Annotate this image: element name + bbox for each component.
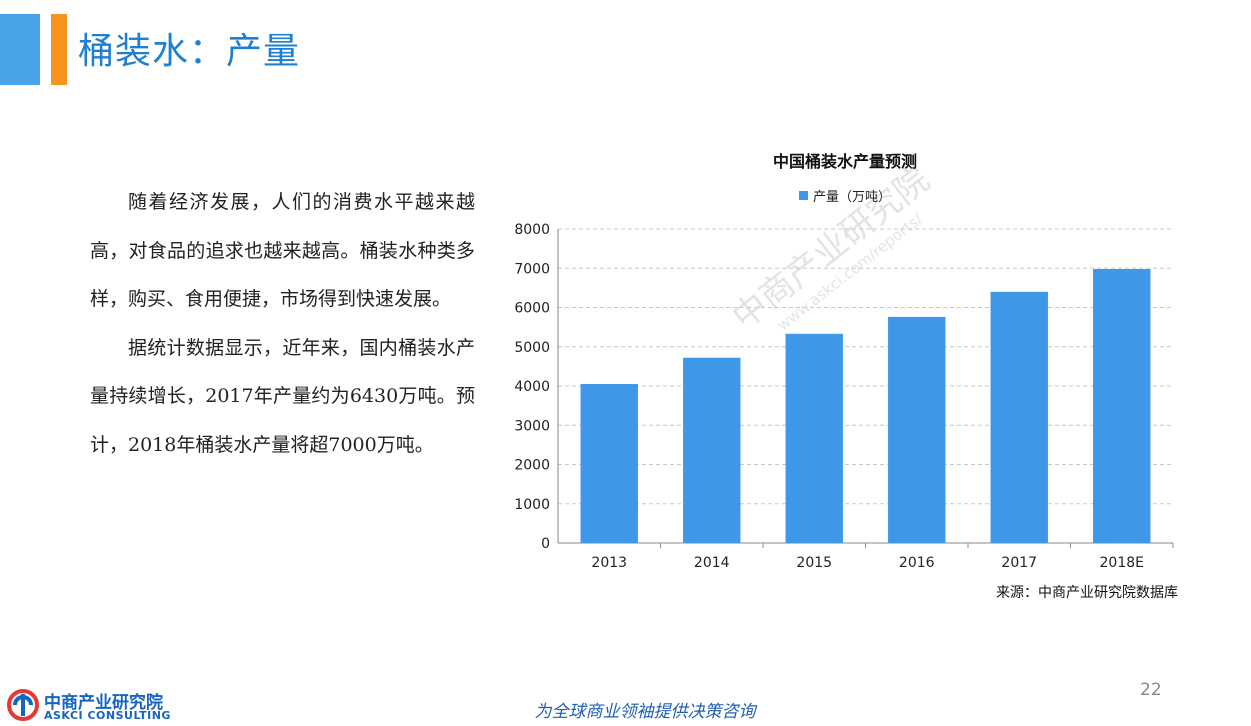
y-tick-label: 8000	[514, 222, 550, 238]
page-title: 桶装水：产量	[78, 31, 301, 72]
x-tick-label: 2014	[694, 555, 730, 571]
chart-source: 来源：中商产业研究院数据库	[996, 585, 1178, 601]
bar	[990, 291, 1048, 543]
y-tick-label: 6000	[514, 301, 550, 317]
y-tick-label: 5000	[514, 340, 550, 356]
y-tick-label: 4000	[514, 379, 550, 395]
bar	[785, 333, 843, 543]
chart-legend: 产量（万吨）	[760, 186, 930, 205]
y-tick-label: 2000	[514, 458, 550, 474]
y-tick-label: 7000	[514, 261, 550, 277]
header-accent-orange	[51, 14, 67, 85]
header-accent-blue	[0, 14, 40, 85]
legend-swatch	[798, 191, 808, 200]
bar	[683, 357, 741, 543]
body-paragraph-1: 随着经济发展，人们的消费水平越来越高，对食品的追求也越来越高。桶装水种类多样，购…	[90, 191, 475, 310]
body-paragraph-2: 据统计数据显示，近年来，国内桶装水产量持续增长，2017年产量约为6430万吨。…	[90, 336, 475, 456]
chart-title: 中国桶装水产量预测	[772, 152, 917, 171]
y-tick-label: 0	[541, 536, 550, 552]
bar	[1093, 269, 1151, 543]
page-number: 22	[1140, 680, 1162, 700]
logo-text-cn: 中商产业研究院	[44, 693, 163, 713]
bar	[580, 384, 638, 543]
legend-label: 产量（万吨）	[812, 190, 891, 205]
x-tick-label: 2018E	[1100, 555, 1144, 571]
body-text: 随着经济发展，人们的消费水平越来越高，对食品的追求也越来越高。桶装水种类多样，购…	[90, 178, 475, 469]
x-tick-label: 2015	[796, 555, 832, 571]
logo-text-en: ASKCI CONSULTING	[44, 709, 171, 722]
bar	[888, 316, 946, 543]
logo-icon	[7, 689, 39, 721]
footer-slogan: 为全球商业领袖提供决策咨询	[534, 702, 756, 722]
bar-chart: 0 1000 2000 3000 4000 5000 6000 7000 8000 2013 201…	[514, 222, 1174, 571]
x-tick-label: 2017	[1001, 555, 1037, 571]
y-tick-label: 1000	[514, 497, 550, 513]
company-logo: 中商产业研究院 ASKCI CONSULTING	[6, 688, 206, 724]
x-tick-label: 2016	[899, 555, 935, 571]
y-tick-label: 3000	[514, 418, 550, 434]
x-tick-label: 2013	[591, 555, 627, 571]
